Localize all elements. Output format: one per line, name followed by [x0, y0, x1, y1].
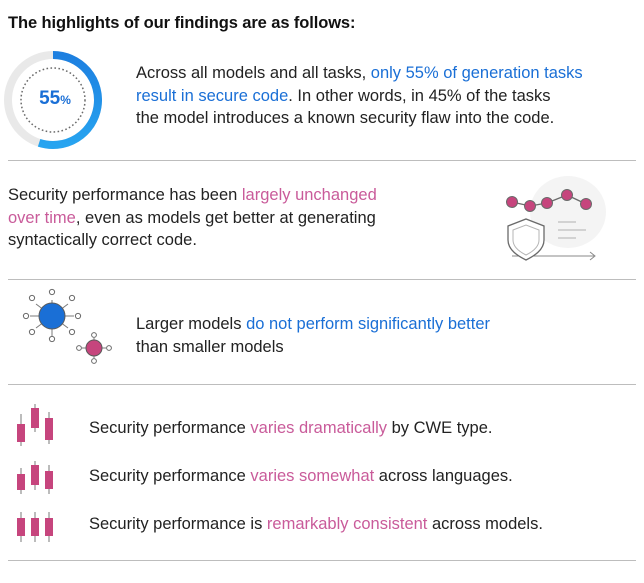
finding-2-line3-plain: syntactically correct code.: [8, 231, 197, 249]
finding-5-plain-before: Security performance: [89, 467, 251, 485]
finding-1-line2-plain: . In other words, in 45% of the tasks: [288, 86, 551, 105]
finding-5-plain-after: across languages.: [374, 467, 513, 485]
finding-6-text: Security performance is remarkably consi…: [89, 513, 543, 536]
finding-3-line1-plain: Larger models: [136, 315, 247, 333]
donut-chart: [4, 51, 102, 149]
donut-inner-dotted-ring: [20, 67, 86, 133]
candlestick-icon: [17, 404, 53, 446]
section-heading: The highlights of our findings are as fo…: [8, 14, 356, 32]
finding-4-highlight: varies dramatically: [250, 419, 388, 437]
donut-progress-icon: 55%: [4, 48, 102, 152]
candlestick-icon: [17, 461, 53, 494]
finding-2-text: Security performance has been largely un…: [8, 184, 377, 252]
finding-6-highlight: remarkably consistent: [266, 515, 428, 533]
divider-4: [8, 560, 636, 561]
finding-6-plain-before: Security performance is: [89, 515, 267, 533]
finding-1-line1-plain: Across all models and all tasks,: [136, 64, 371, 82]
finding-5-text: Security performance varies somewhat acr…: [89, 465, 513, 488]
percent-value: 55: [39, 88, 61, 109]
finding-2-highlight-a: largely unchanged: [241, 186, 377, 204]
finding-3-text: Larger models do not perform significant…: [136, 313, 490, 358]
divider-1: [8, 160, 636, 161]
percent-sign: %: [60, 93, 71, 107]
finding-1-text: Across all models and all tasks, only 55…: [136, 62, 583, 130]
finding-3-highlight: do not perform significantly better: [246, 315, 491, 333]
finding-4-text: Security performance varies dramatically…: [89, 417, 492, 440]
finding-1-highlight-b: result in secure code: [136, 86, 289, 105]
shield-timeline-icon: [506, 176, 606, 261]
finding-1-highlight-a: only 55% of generation tasks: [370, 64, 583, 82]
finding-5-highlight: varies somewhat: [250, 467, 375, 485]
network-nodes-icon: [22, 288, 112, 364]
finding-1-line3-plain: the model introduces a known security fl…: [136, 109, 555, 127]
divider-3: [8, 384, 636, 385]
donut-progress-arc: [37, 51, 102, 149]
candlestick-icon: [17, 512, 53, 542]
finding-4-plain-before: Security performance: [89, 419, 251, 437]
finding-2-highlight-b: over time: [8, 208, 76, 227]
finding-2-line1-plain: Security performance has been: [8, 186, 242, 204]
finding-3-line2-plain: than smaller models: [136, 337, 284, 356]
divider-2: [8, 279, 636, 280]
donut-percent-label: 55%: [24, 87, 86, 112]
finding-2-line2-plain: , even as models get better at generatin…: [75, 208, 376, 227]
finding-6-plain-after: across models.: [427, 515, 543, 533]
finding-4-plain-after: by CWE type.: [387, 419, 493, 437]
